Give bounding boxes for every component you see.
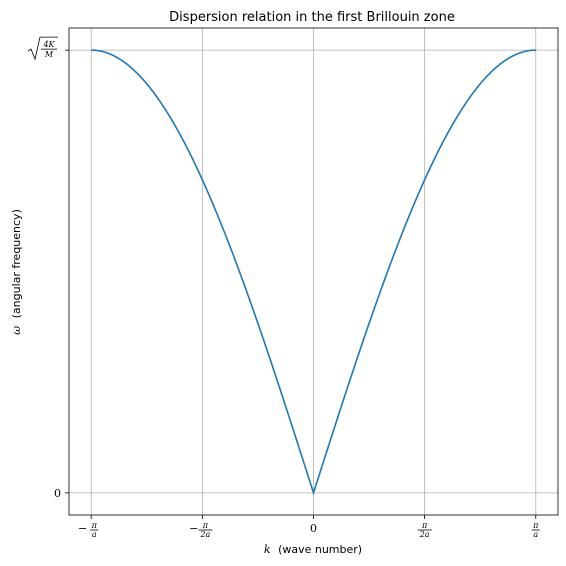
- x-tick-sign: −: [78, 522, 87, 535]
- y-axis-text: (angular frequency): [10, 209, 23, 318]
- x-tick-numerator: π: [532, 521, 539, 530]
- x-tick-numerator: π: [202, 521, 209, 530]
- y-axis-ticks: 0 4KM: [27, 36, 69, 500]
- x-tick-label: − πa: [78, 521, 99, 539]
- x-tick-denominator: a: [92, 530, 97, 539]
- x-tick-numerator: π: [91, 521, 98, 530]
- y-tick-numerator: 4K: [42, 40, 55, 49]
- x-tick-denominator: a: [533, 530, 538, 539]
- x-tick-denominator: 2a: [419, 530, 430, 539]
- x-tick-label: 0: [310, 522, 317, 535]
- y-axis-label: ω (angular frequency): [10, 209, 23, 335]
- y-axis-symbol: ω: [10, 326, 23, 335]
- y-tick-denominator: M: [44, 50, 54, 59]
- x-tick-sign: −: [189, 522, 198, 535]
- series-layer: [91, 49, 536, 496]
- x-tick-numerator: π: [421, 521, 428, 530]
- x-tick-label: πa: [531, 521, 540, 539]
- x-tick-label: π2a: [417, 521, 432, 539]
- chart-title: Dispersion relation in the first Brillou…: [169, 10, 455, 25]
- grid-lines: [69, 28, 558, 515]
- x-axis-label: k (wave number): [264, 543, 362, 556]
- y-tick-label: 0: [54, 487, 61, 500]
- x-tick-label: − π2a: [189, 521, 213, 539]
- x-axis-text: (wave number): [278, 543, 362, 556]
- y-tick-label: 4KM: [27, 36, 58, 61]
- x-axis-symbol: k: [264, 543, 271, 556]
- sqrt-sign-icon: [27, 36, 58, 61]
- x-tick-denominator: 2a: [199, 530, 210, 539]
